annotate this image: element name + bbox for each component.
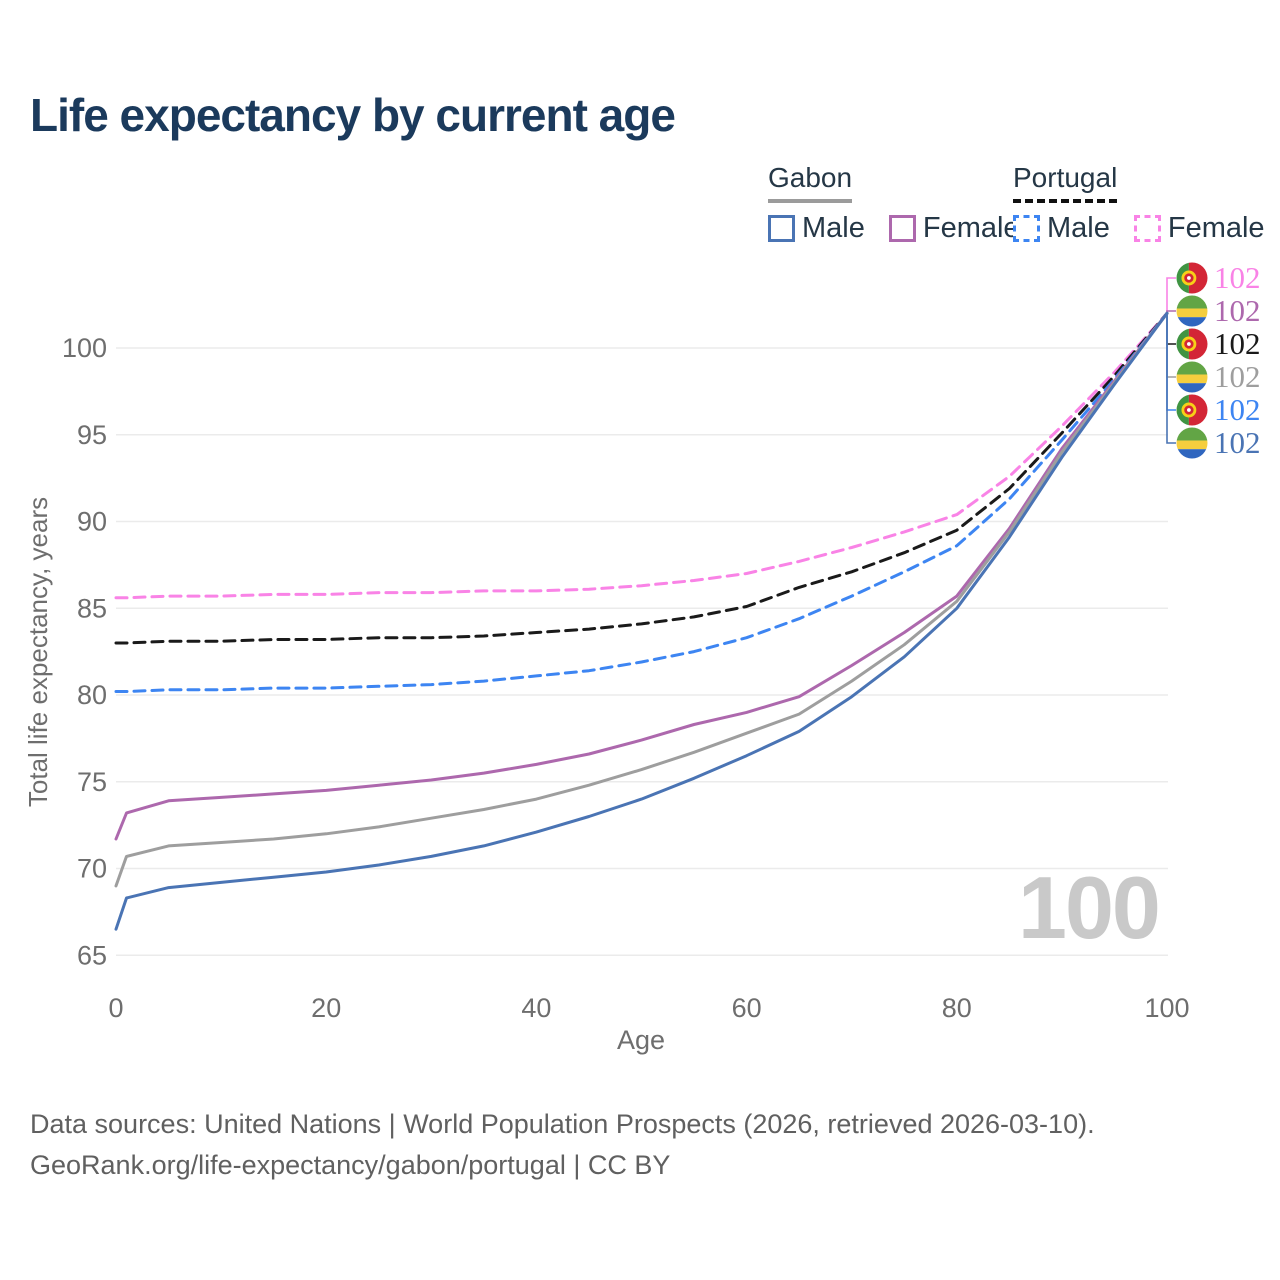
series-line-gabon-female[interactable]: [114, 311, 1169, 841]
flag-icon-portugal: [1176, 262, 1208, 294]
leader-line-portugal-male: [1166, 313, 1176, 411]
hover-age-watermark: 100: [1018, 858, 1161, 957]
legend-label-gabon-female: Female: [922, 212, 1020, 244]
x-tick-label: 40: [521, 993, 551, 1023]
x-tick-label: 20: [311, 993, 341, 1023]
leader-line-gabon-male: [1166, 313, 1176, 444]
legend-label-portugal-female: Female: [1167, 212, 1265, 244]
page-title: Life expectancy by current age: [30, 89, 676, 141]
series-line-portugal-total[interactable]: [114, 311, 1169, 645]
x-tick-label: 100: [1144, 993, 1189, 1023]
flag-icon-portugal: [1176, 394, 1208, 426]
series-line-portugal-female[interactable]: [114, 311, 1169, 600]
x-tick-label: 80: [942, 993, 972, 1023]
legend-item-portugal-female[interactable]: Female: [1133, 212, 1265, 245]
y-tick-label: 65: [77, 940, 107, 970]
y-tick-label: 70: [77, 854, 107, 884]
end-value-gabon-female: 102: [1214, 293, 1261, 328]
y-tick-label: 95: [77, 420, 107, 450]
footer: Data sources: United Nations | World Pop…: [30, 1104, 1095, 1186]
y-tick-label: 100: [62, 333, 107, 363]
y-tick-label: 85: [77, 593, 107, 623]
y-tick-label: 80: [77, 680, 107, 710]
gabon-male-swatch-icon: [768, 215, 795, 242]
end-value-portugal-female: 102: [1214, 260, 1261, 295]
legend-group-portugal: Portugal Male Female: [1013, 162, 1265, 245]
legend-item-gabon-female[interactable]: Female: [888, 212, 1020, 245]
portugal-male-swatch-icon: [1013, 215, 1040, 242]
legend-item-portugal-male[interactable]: Male: [1013, 212, 1110, 245]
series-line-portugal-male[interactable]: [114, 311, 1169, 693]
leader-line-gabon-total: [1166, 313, 1176, 378]
legend-country-gabon[interactable]: Gabon: [768, 162, 853, 203]
legend-country-portugal[interactable]: Portugal: [1013, 162, 1118, 203]
flag-icon-gabon: [1176, 427, 1208, 459]
portugal-female-swatch-icon: [1133, 215, 1161, 242]
legend-item-gabon-male[interactable]: Male: [768, 212, 865, 245]
footer-data-sources: Data sources: United Nations | World Pop…: [30, 1109, 1095, 1139]
legend-group-gabon: Gabon Male Female: [768, 162, 1020, 245]
x-tick-label: 0: [108, 993, 123, 1023]
flag-icon-gabon: [1176, 361, 1208, 393]
flag-icon-portugal: [1176, 328, 1208, 360]
y-axis-title: Total life expectancy, years: [23, 497, 53, 807]
series-line-gabon-male[interactable]: [114, 311, 1169, 931]
series-line-gabon-total[interactable]: [114, 311, 1169, 888]
gabon-female-swatch-icon: [888, 215, 916, 242]
legend-label-gabon-male: Male: [802, 212, 865, 244]
y-tick-label: 90: [77, 507, 107, 537]
end-value-portugal-male: 102: [1214, 392, 1261, 427]
footer-attribution: GeoRank.org/life-expectancy/gabon/portug…: [30, 1150, 671, 1180]
end-value-portugal-total: 102: [1214, 326, 1261, 361]
leader-line-portugal-total: [1166, 313, 1176, 345]
x-tick-label: 60: [732, 993, 762, 1023]
leader-line-portugal-female: [1166, 277, 1176, 314]
end-value-gabon-male: 102: [1214, 425, 1261, 460]
end-value-gabon-total: 102: [1214, 359, 1261, 394]
flag-icon-gabon: [1176, 295, 1208, 327]
x-axis-title: Age: [617, 1025, 665, 1055]
legend-label-portugal-male: Male: [1047, 212, 1110, 244]
y-tick-label: 75: [77, 767, 107, 797]
